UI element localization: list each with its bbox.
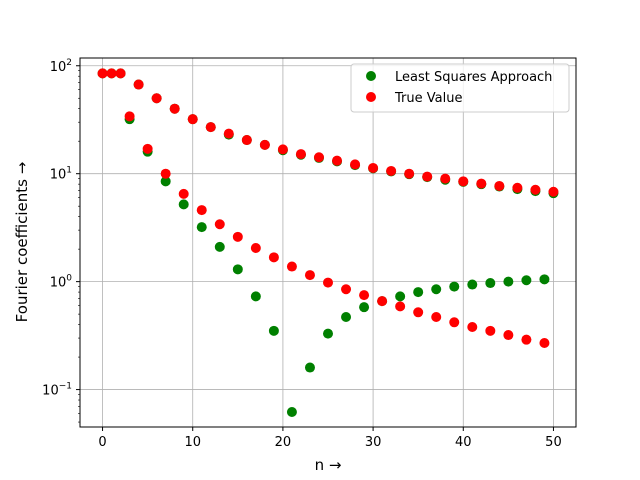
point-true-value (223, 128, 234, 139)
point-true-value (332, 155, 343, 166)
point-true-value (268, 252, 279, 263)
x-axis: 0 10 20 30 40 50 (98, 427, 562, 450)
point-true-value (106, 68, 117, 79)
x-tick-label: 40 (455, 435, 472, 450)
point-true-value (548, 186, 559, 197)
point-least-squares-approach (449, 281, 460, 292)
legend: Least Squares Approach True Value (350, 63, 570, 113)
y-tick-label: 101 (50, 166, 72, 183)
point-least-squares-approach (395, 291, 406, 302)
point-true-value (431, 312, 442, 323)
point-least-squares-approach (521, 275, 532, 286)
point-true-value (485, 325, 496, 336)
x-axis-label: n → (315, 456, 342, 474)
point-true-value (377, 296, 388, 307)
point-true-value (160, 168, 171, 179)
x-tick-label: 0 (98, 435, 106, 450)
point-least-squares-approach (323, 328, 333, 339)
point-least-squares-approach (341, 312, 352, 323)
point-least-squares-approach (485, 278, 496, 289)
point-true-value (476, 178, 487, 189)
point-least-squares-approach (196, 222, 207, 233)
point-true-value (133, 79, 144, 90)
point-true-value (494, 180, 505, 191)
plot-area-frame (79, 57, 577, 428)
point-true-value (395, 301, 406, 312)
y-tick-label: 100 (50, 274, 73, 291)
point-true-value (196, 205, 207, 216)
x-tick-label: 30 (365, 435, 382, 450)
point-true-value (350, 159, 361, 170)
point-true-value (178, 188, 189, 199)
point-least-squares-approach (178, 199, 189, 210)
point-least-squares-approach (503, 276, 514, 287)
point-true-value (151, 93, 162, 104)
point-least-squares-approach (250, 291, 261, 302)
point-true-value (368, 162, 379, 173)
legend-marker-true-value (366, 92, 376, 102)
point-least-squares-approach (160, 176, 171, 187)
point-true-value (467, 321, 478, 332)
point-true-value (250, 242, 261, 253)
y-tick-label: 102 (50, 58, 72, 75)
x-tick-label: 10 (184, 435, 201, 450)
point-true-value (304, 270, 315, 281)
point-true-value (530, 184, 541, 195)
point-least-squares-approach (268, 325, 279, 336)
point-true-value (404, 168, 415, 179)
point-true-value (458, 176, 469, 187)
point-true-value (142, 143, 153, 154)
legend-label-least-squares: Least Squares Approach (395, 70, 552, 85)
point-true-value (341, 284, 352, 295)
point-true-value (449, 317, 460, 328)
point-true-value (232, 231, 243, 242)
legend-label-true-value: True Value (394, 91, 462, 106)
legend-box (350, 63, 570, 113)
point-true-value (359, 290, 370, 301)
point-true-value (277, 144, 288, 155)
y-axis: 10−1 100 101 102 (42, 58, 80, 423)
point-true-value (214, 219, 225, 230)
point-true-value (313, 152, 324, 163)
point-least-squares-approach (413, 287, 424, 298)
point-true-value (124, 111, 135, 122)
point-least-squares-approach (467, 279, 478, 290)
point-true-value (503, 330, 514, 341)
x-tick-label: 50 (545, 435, 562, 450)
y-axis-label: Fourier coefficients → (13, 162, 31, 323)
point-true-value (440, 173, 451, 184)
legend-marker-least-squares (366, 71, 376, 81)
point-true-value (295, 149, 306, 160)
point-least-squares-approach (539, 274, 550, 285)
point-true-value (205, 122, 216, 133)
point-true-value (115, 68, 126, 79)
point-true-value (413, 307, 424, 318)
x-tick-label: 20 (275, 435, 292, 450)
point-true-value (97, 68, 108, 79)
point-true-value (521, 334, 532, 345)
point-true-value (539, 338, 550, 349)
point-true-value (512, 182, 523, 193)
point-true-value (241, 135, 252, 146)
point-true-value (386, 165, 397, 176)
point-true-value (169, 103, 180, 114)
point-true-value (259, 139, 270, 150)
point-true-value (323, 277, 333, 288)
point-true-value (286, 261, 297, 272)
point-least-squares-approach (232, 264, 243, 275)
data-points (97, 68, 559, 417)
point-least-squares-approach (359, 302, 370, 313)
point-least-squares-approach (431, 284, 442, 295)
y-tick-label: 10−1 (42, 382, 72, 399)
point-true-value (187, 114, 198, 125)
point-least-squares-approach (304, 362, 315, 373)
point-true-value (422, 171, 433, 182)
point-least-squares-approach (214, 241, 225, 252)
point-least-squares-approach (286, 406, 297, 417)
